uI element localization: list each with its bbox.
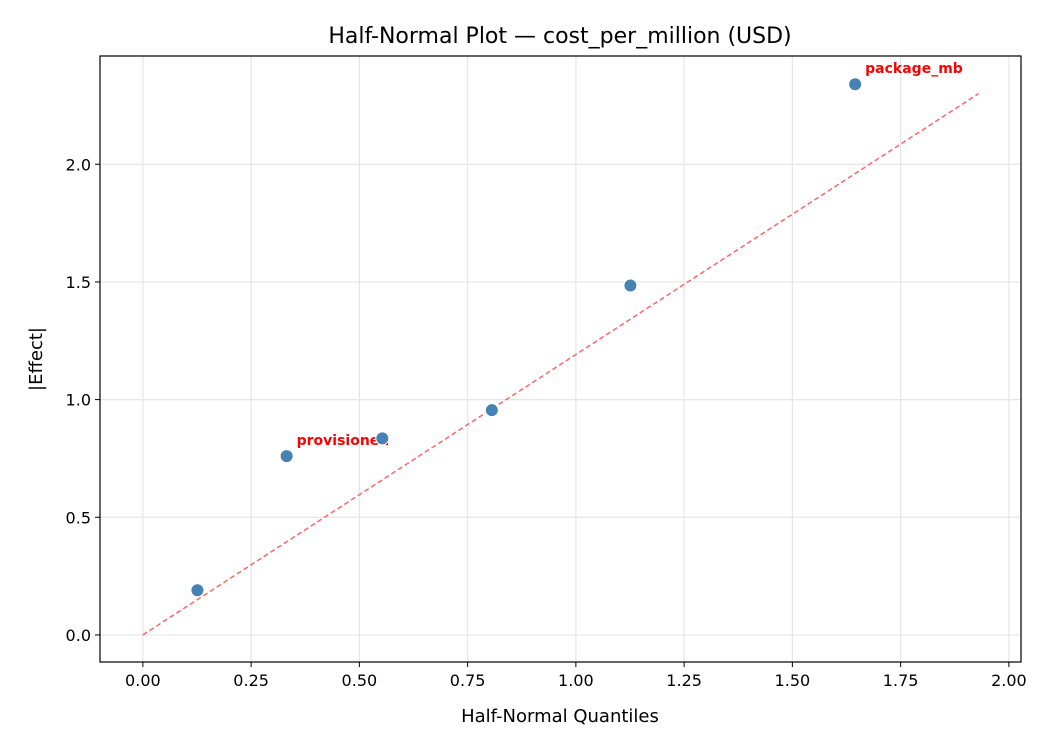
- grid: [100, 56, 1021, 662]
- point-label: provisioned: [297, 433, 390, 449]
- x-tick-label: 2.00: [991, 671, 1027, 690]
- data-point: [484, 403, 499, 418]
- y-tick-label: 0.0: [66, 626, 91, 645]
- x-tick-label: 0.25: [233, 671, 269, 690]
- y-axis-ticks: 0.0 0.5 1.0 1.5 2.0: [66, 155, 100, 645]
- y-tick-label: 1.5: [66, 273, 91, 292]
- data-point: [190, 583, 205, 598]
- point-labels: provisioned package_mb: [297, 61, 963, 449]
- y-tick-label: 0.5: [66, 508, 91, 527]
- x-tick-label: 0.50: [342, 671, 378, 690]
- y-axis-label: |Effect|: [26, 327, 47, 391]
- point-label: package_mb: [865, 61, 963, 77]
- chart-title: Half-Normal Plot — cost_per_million (USD…: [328, 24, 791, 49]
- plot-frame: [99, 55, 1022, 663]
- y-tick-label: 1.0: [66, 391, 91, 410]
- x-tick-label: 1.25: [666, 671, 702, 690]
- x-tick-label: 1.00: [558, 671, 594, 690]
- x-tick-label: 1.75: [883, 671, 919, 690]
- data-point: [375, 431, 390, 446]
- x-tick-label: 1.50: [775, 671, 811, 690]
- data-points: [190, 77, 863, 598]
- x-tick-label: 0.75: [450, 671, 486, 690]
- data-point: [623, 278, 638, 293]
- data-point: [279, 449, 294, 464]
- reference-line: [142, 93, 979, 636]
- y-tick-label: 2.0: [66, 155, 91, 174]
- reference-line-group: [142, 93, 979, 636]
- data-point: [848, 77, 863, 92]
- x-axis-ticks: 0.00 0.25 0.50 0.75 1.00 1.25 1.50 1.75 2.00: [125, 662, 1027, 690]
- x-axis-label: Half-Normal Quantiles: [461, 706, 659, 727]
- x-tick-label: 0.00: [125, 671, 161, 690]
